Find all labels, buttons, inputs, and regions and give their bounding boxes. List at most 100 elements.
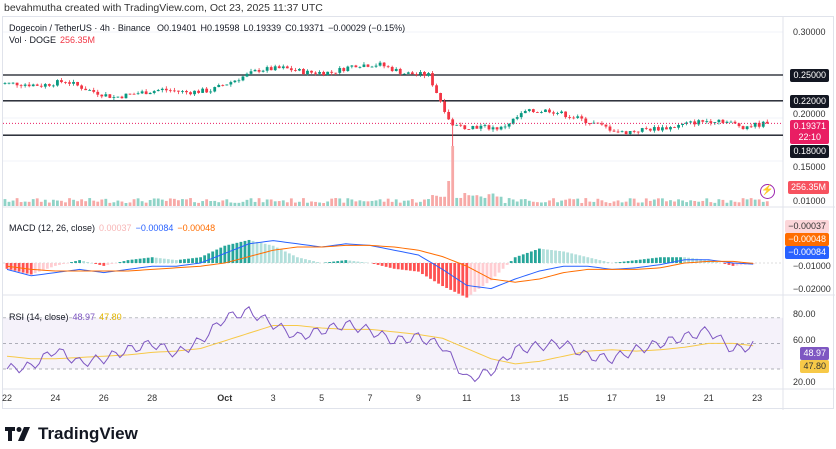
candle-body bbox=[414, 74, 418, 75]
macd-histogram-bar bbox=[211, 251, 215, 263]
candle-body bbox=[23, 84, 27, 86]
volume-bar bbox=[507, 198, 511, 206]
volume-bar bbox=[76, 201, 79, 206]
ohlc-close: C0.19371 bbox=[285, 23, 325, 33]
candle-body bbox=[285, 66, 289, 69]
macd-histogram-bar bbox=[626, 261, 630, 263]
candle-body bbox=[467, 129, 471, 130]
volume-bar bbox=[84, 201, 88, 206]
candle-body bbox=[406, 72, 410, 74]
candle-body bbox=[552, 112, 555, 114]
macd-histogram-bar bbox=[501, 263, 505, 269]
volume-bar bbox=[108, 202, 112, 206]
macd-histogram-bar bbox=[183, 259, 186, 263]
candle-body bbox=[580, 116, 584, 119]
volume-bar bbox=[378, 199, 382, 206]
volume-bar bbox=[745, 199, 749, 206]
volume-bar bbox=[705, 198, 709, 206]
volume-bar bbox=[35, 198, 39, 206]
volume-bar bbox=[124, 202, 128, 206]
symbol[interactable]: Dogecoin / TetherUS · 4h · Binance bbox=[9, 23, 151, 33]
candle-body bbox=[185, 90, 188, 93]
candle-body bbox=[669, 127, 672, 130]
volume-bar bbox=[402, 200, 406, 206]
macd-histogram-bar bbox=[134, 259, 138, 263]
volume-bar bbox=[72, 199, 75, 206]
macd-histogram-bar bbox=[376, 263, 380, 265]
time-axis-label: 9 bbox=[415, 393, 421, 403]
rsi-tag: 48.97 bbox=[800, 347, 829, 360]
level-tag: 0.18000 bbox=[790, 145, 829, 158]
chart-frame[interactable]: Dogecoin / TetherUS · 4h · Binance O0.19… bbox=[2, 16, 835, 410]
candle-body bbox=[697, 120, 701, 125]
volume-bar bbox=[632, 198, 636, 206]
volume-bar bbox=[544, 202, 547, 206]
time-axis-label: 3 bbox=[270, 393, 276, 403]
macd-histogram-bar bbox=[348, 260, 352, 263]
candle-body bbox=[374, 65, 378, 67]
candle-body bbox=[556, 113, 559, 114]
volume-bar bbox=[51, 199, 55, 206]
candle-body bbox=[249, 71, 253, 74]
candle-body bbox=[298, 68, 301, 71]
rsi-axis-label: 60.00 bbox=[793, 335, 816, 345]
candle-body bbox=[56, 80, 59, 86]
macd-histogram-bar bbox=[158, 258, 162, 263]
macd-histogram-bar bbox=[582, 256, 586, 263]
volume-bar bbox=[27, 201, 31, 206]
candle-body bbox=[60, 80, 63, 83]
candle-body bbox=[237, 80, 241, 82]
macd-histogram-bar bbox=[558, 251, 561, 263]
macd-histogram-bar bbox=[699, 259, 703, 263]
volume-bar bbox=[265, 199, 269, 206]
macd-histogram-bar bbox=[239, 241, 243, 263]
volume-bar bbox=[584, 198, 588, 206]
volume-bar bbox=[310, 201, 313, 206]
candle-body bbox=[265, 67, 269, 71]
candle-body bbox=[108, 94, 112, 98]
volume-bar bbox=[503, 202, 507, 206]
macd-histogram-bar bbox=[251, 240, 255, 263]
candle-body bbox=[604, 124, 608, 127]
volume-bar bbox=[285, 202, 289, 206]
candle-body bbox=[354, 65, 358, 68]
macd-histogram-bar bbox=[312, 261, 315, 263]
macd-histogram-bar bbox=[138, 258, 142, 263]
macd-histogram-bar bbox=[146, 257, 150, 263]
volume-bar bbox=[443, 196, 447, 206]
macd-hist-tag: −0.00037 bbox=[785, 220, 829, 233]
candle-body bbox=[588, 123, 592, 124]
macd-histogram-bar bbox=[533, 250, 537, 263]
macd-histogram-bar bbox=[400, 263, 404, 270]
macd-histogram-bar bbox=[509, 261, 513, 263]
volume-bar bbox=[366, 201, 370, 206]
candle-body bbox=[398, 68, 402, 74]
volume-bar bbox=[564, 199, 568, 206]
candle-body bbox=[19, 85, 23, 87]
volume-bar bbox=[350, 199, 354, 206]
macd-histogram-bar bbox=[332, 261, 336, 263]
macd-histogram-bar bbox=[634, 260, 638, 263]
macd-histogram-bar bbox=[291, 255, 295, 263]
volume-bar bbox=[88, 198, 92, 206]
candle-body bbox=[648, 128, 652, 131]
volume-bar bbox=[624, 201, 628, 206]
volume-bar bbox=[757, 199, 761, 206]
candle-body bbox=[560, 111, 563, 114]
candle-body bbox=[511, 118, 515, 124]
candle-body bbox=[435, 85, 438, 93]
candle-body bbox=[390, 66, 394, 72]
candle-body bbox=[193, 90, 196, 95]
macd-histogram-bar bbox=[300, 258, 303, 263]
candle-body bbox=[177, 90, 180, 92]
volume-bar bbox=[419, 201, 422, 206]
lightning-icon[interactable]: ⚡ bbox=[760, 184, 775, 199]
volume-bar bbox=[140, 201, 144, 206]
volume-bar bbox=[31, 199, 35, 206]
macd-histogram-bar bbox=[457, 263, 461, 294]
volume-bar bbox=[495, 196, 499, 206]
candle-body bbox=[257, 69, 261, 72]
volume-bar bbox=[152, 198, 156, 206]
chart-canvas[interactable] bbox=[3, 17, 835, 410]
volume-bar bbox=[144, 202, 148, 206]
